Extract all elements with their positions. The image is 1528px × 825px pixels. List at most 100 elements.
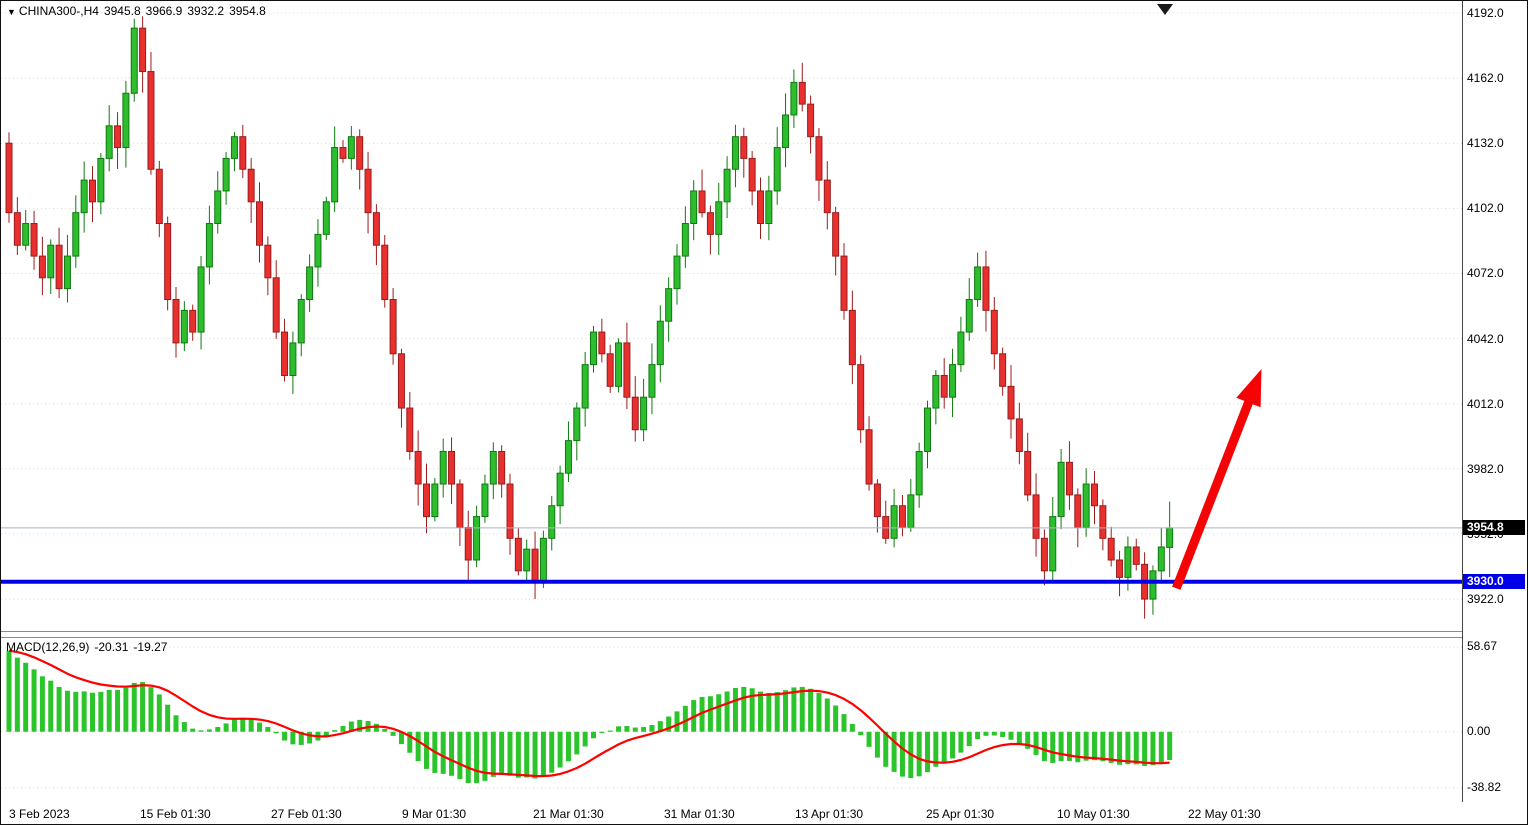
candle	[840, 243, 848, 320]
candle	[147, 52, 155, 175]
candle	[640, 378, 648, 442]
candle-body	[1007, 385, 1015, 420]
candle-body	[423, 483, 430, 518]
candle-body	[990, 309, 998, 355]
macd-histogram-bar	[1133, 731, 1139, 765]
candle-body	[681, 223, 689, 257]
candle-body	[1057, 461, 1065, 518]
candle-body	[757, 190, 764, 225]
macd-histogram-bar	[666, 716, 672, 732]
candle	[473, 505, 481, 568]
candle-body	[648, 364, 656, 398]
macd-name-label: MACD(12,26,9)	[6, 640, 90, 654]
candle	[172, 286, 180, 358]
candle	[306, 254, 314, 312]
candle-body	[372, 212, 380, 246]
time-tick-label: 27 Feb 01:30	[271, 807, 342, 821]
candle-body	[748, 157, 756, 192]
candle	[731, 124, 739, 188]
candle-body	[1099, 505, 1107, 539]
macd-histogram-bar	[816, 692, 822, 732]
scroll-end-marker-icon[interactable]	[1157, 4, 1173, 15]
macd-histogram-bar	[206, 729, 212, 732]
candle	[456, 479, 464, 546]
price-tick-label: 4132.0	[1467, 136, 1504, 151]
candle-body	[1107, 537, 1115, 561]
time-tick-label: 10 May 01:30	[1057, 807, 1130, 821]
candle-body	[957, 331, 965, 366]
candle-body	[1082, 483, 1090, 528]
candle-body	[306, 266, 314, 301]
macd-histogram-bar	[90, 692, 95, 732]
macd-histogram-bar	[1000, 731, 1006, 737]
candle-body	[481, 483, 489, 518]
time-axis[interactable]: 3 Feb 2023 15 Feb 01:30 27 Feb 01:30 9 Mar …	[1, 802, 1527, 824]
candle-body	[147, 71, 155, 170]
macd-histogram-bar	[532, 731, 538, 779]
candle-body	[556, 472, 564, 507]
candle-body	[548, 505, 556, 539]
candle	[606, 344, 614, 393]
candle	[498, 445, 506, 498]
macd-histogram-bar	[858, 731, 864, 736]
price-axis[interactable]: 4192.0 4162.0 4132.0 4102.0 4072.0 4042.0 4012…	[1462, 1, 1527, 802]
macd-histogram-bar	[131, 682, 137, 732]
macd-histogram-bar	[883, 731, 889, 767]
candle	[1157, 528, 1165, 583]
candle	[1007, 365, 1015, 439]
macd-signal-line	[8, 649, 1170, 778]
candle	[924, 400, 931, 469]
macd-histogram-bar	[1100, 731, 1106, 762]
macd-histogram-bar	[649, 724, 655, 732]
candle-body	[473, 516, 481, 561]
time-tick-label: 15 Feb 01:30	[140, 807, 211, 821]
macd-histogram-bar	[716, 694, 722, 732]
candle-body	[122, 92, 130, 149]
candle	[247, 158, 255, 223]
candle	[222, 152, 230, 205]
candle-body	[339, 147, 347, 159]
macd-histogram-bar	[265, 726, 271, 732]
candle	[1015, 402, 1023, 465]
candle	[155, 160, 163, 238]
macd-indicator-pane[interactable]: MACD(12,26,9) -20.31 -19.27	[1, 637, 1462, 803]
candle	[807, 95, 815, 154]
candle-body	[30, 223, 38, 257]
macd-histogram-bar	[106, 689, 112, 732]
candle-body	[865, 429, 873, 485]
macd-histogram-bar	[783, 690, 789, 732]
candle-body	[598, 331, 606, 355]
candle	[1091, 471, 1098, 525]
candle	[757, 177, 764, 239]
macd-tick-label: 58.67	[1467, 639, 1498, 654]
quote-low: 3932.2	[187, 4, 225, 18]
candle-body	[731, 136, 739, 170]
macd-histogram-bar	[791, 687, 797, 732]
macd-histogram-bar	[1075, 731, 1081, 763]
candle-body	[723, 168, 731, 203]
macd-histogram-bar	[916, 731, 922, 777]
macd-histogram-bar	[866, 731, 872, 747]
candle	[873, 479, 881, 533]
candle	[1107, 526, 1115, 567]
macd-histogram-bar	[941, 731, 947, 764]
candle-body	[1166, 527, 1174, 548]
candle	[406, 391, 414, 460]
candle-body	[773, 147, 781, 192]
candle	[130, 18, 138, 102]
candle-body	[1091, 483, 1098, 507]
time-tick-label: 22 May 01:30	[1188, 807, 1261, 821]
candle-body	[498, 450, 506, 485]
candle	[347, 126, 355, 170]
candle-body	[180, 309, 188, 344]
candle	[1040, 529, 1048, 586]
candle	[397, 348, 405, 428]
macd-histogram-bar	[474, 731, 480, 784]
price-chart-pane[interactable]: ▼ CHINA300-,H4 3945.8 3966.9 3932.2 3954.8	[1, 1, 1462, 632]
quote-open: 3945.8	[103, 4, 141, 18]
macd-histogram-bar	[215, 727, 221, 732]
candle-body	[965, 299, 973, 333]
candle	[1057, 449, 1065, 530]
trend-arrow[interactable]	[1172, 369, 1262, 590]
